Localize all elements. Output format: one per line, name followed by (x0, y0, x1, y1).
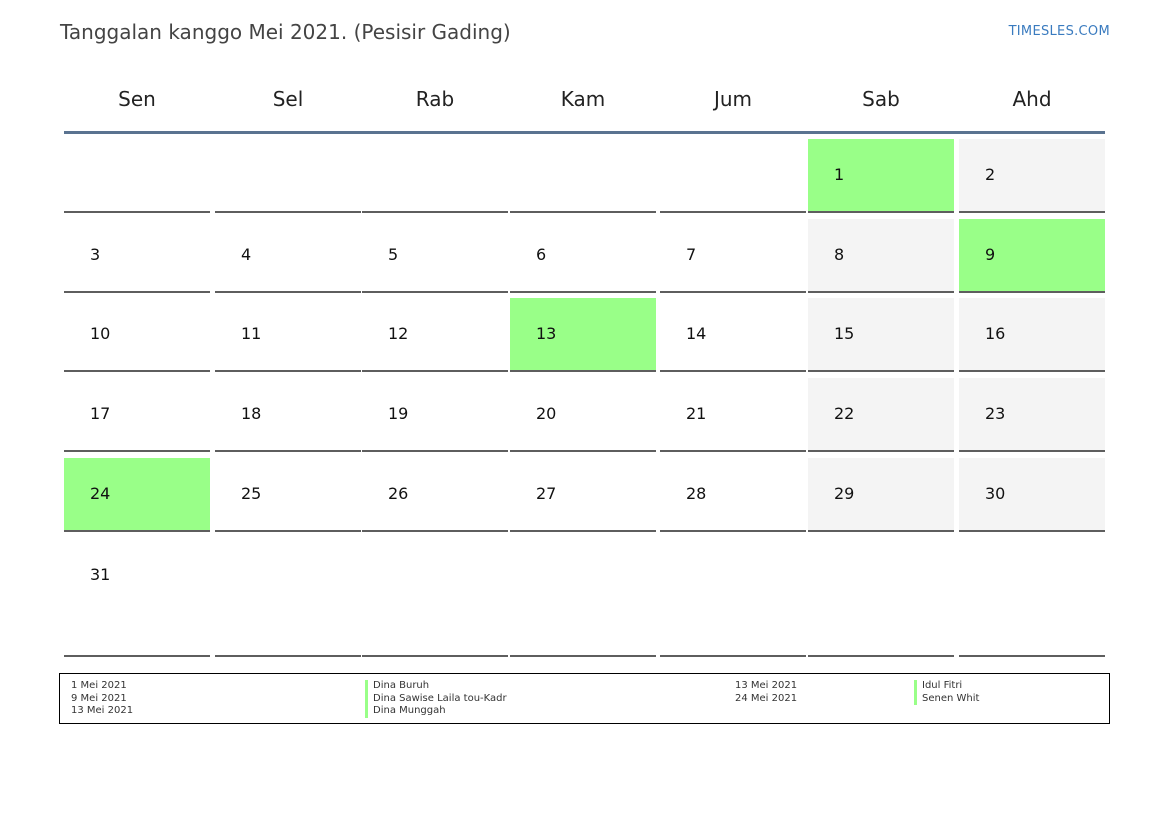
empty-day-cell (215, 538, 361, 657)
day-number: 3 (90, 245, 101, 264)
day-cell[interactable]: 6 (510, 219, 656, 293)
day-cell[interactable]: 12 (362, 298, 508, 372)
empty-day-cell (510, 139, 656, 213)
day-number: 12 (388, 324, 409, 343)
day-cell[interactable]: 24 (64, 458, 210, 532)
day-number: 29 (834, 484, 855, 503)
legend-holiday-name: Senen Whit (914, 692, 979, 705)
empty-day-cell (959, 538, 1105, 657)
day-number: 9 (985, 245, 996, 264)
day-cell[interactable]: 28 (660, 458, 806, 532)
empty-day-cell (64, 139, 210, 213)
day-number: 5 (388, 245, 399, 264)
day-number: 4 (241, 245, 252, 264)
day-number: 26 (388, 484, 409, 503)
weekday-header-jum: Jum (713, 87, 753, 111)
weekday-header-kam: Kam (560, 87, 606, 111)
day-cell[interactable]: 27 (510, 458, 656, 532)
day-number: 23 (985, 404, 1006, 423)
header-divider (64, 131, 1105, 134)
weekday-header-sel: Sel (272, 87, 304, 111)
legend-date: 1 Mei 2021 (71, 680, 127, 691)
day-cell[interactable]: 1 (808, 139, 954, 213)
legend-left-dates: 1 Mei 2021 9 Mei 2021 13 Mei 2021 (71, 680, 133, 718)
legend-holiday-name: Idul Fitri (914, 680, 979, 693)
day-number: 8 (834, 245, 845, 264)
day-cell[interactable]: 10 (64, 298, 210, 372)
day-cell[interactable]: 19 (362, 378, 508, 452)
holiday-legend: 1 Mei 2021 9 Mei 2021 13 Mei 2021 Dina B… (59, 673, 1110, 724)
day-cell[interactable]: 13 (510, 298, 656, 372)
day-cell[interactable]: 25 (215, 458, 361, 532)
day-number: 25 (241, 484, 262, 503)
legend-holiday-name: Dina Buruh (365, 680, 507, 693)
day-cell[interactable]: 16 (959, 298, 1105, 372)
day-cell[interactable]: 29 (808, 458, 954, 532)
day-cell[interactable]: 26 (362, 458, 508, 532)
empty-day-cell (808, 538, 954, 657)
day-cell[interactable]: 17 (64, 378, 210, 452)
day-number: 14 (686, 324, 707, 343)
day-number: 17 (90, 404, 111, 423)
day-cell[interactable]: 9 (959, 219, 1105, 293)
weekday-header-ahd: Ahd (1012, 87, 1052, 111)
legend-right-names: Idul Fitri Senen Whit (914, 680, 979, 705)
day-cell[interactable]: 21 (660, 378, 806, 452)
day-cell[interactable]: 22 (808, 378, 954, 452)
day-number: 7 (686, 245, 697, 264)
day-cell[interactable]: 7 (660, 219, 806, 293)
day-cell[interactable]: 30 (959, 458, 1105, 532)
day-cell[interactable]: 4 (215, 219, 361, 293)
legend-date: 9 Mei 2021 (71, 692, 127, 704)
legend-left-names: Dina Buruh Dina Sawise Laila tou-Kadr Di… (365, 680, 507, 718)
legend-holiday-name: Dina Munggah (365, 705, 507, 718)
day-number: 1 (834, 165, 845, 184)
day-cell[interactable]: 31 (64, 538, 210, 657)
day-cell[interactable]: 11 (215, 298, 361, 372)
day-cell[interactable]: 5 (362, 219, 508, 293)
empty-day-cell (362, 538, 508, 657)
day-number: 27 (536, 484, 557, 503)
brand-link[interactable]: TIMESLES.COM (1008, 24, 1110, 39)
empty-day-cell (660, 139, 806, 213)
weekday-header-rab: Rab (415, 87, 455, 111)
legend-holiday-name: Dina Sawise Laila tou-Kadr (365, 692, 507, 705)
day-cell[interactable]: 23 (959, 378, 1105, 452)
day-cell[interactable]: 14 (660, 298, 806, 372)
day-cell[interactable]: 20 (510, 378, 656, 452)
legend-date: 13 Mei 2021 (71, 705, 134, 716)
legend-date: 13 Mei 2021 (735, 680, 798, 691)
day-number: 31 (90, 565, 111, 584)
day-cell[interactable]: 2 (959, 139, 1105, 213)
day-cell[interactable]: 3 (64, 219, 210, 293)
day-number: 10 (90, 324, 111, 343)
day-number: 15 (834, 324, 855, 343)
day-number: 2 (985, 165, 996, 184)
day-cell[interactable]: 18 (215, 378, 361, 452)
empty-day-cell (510, 538, 656, 657)
day-number: 30 (985, 484, 1006, 503)
empty-day-cell (362, 139, 508, 213)
weekday-header-sen: Sen (118, 87, 156, 111)
page-title: Tanggalan kanggo Mei 2021. (Pesisir Gadi… (60, 20, 511, 44)
day-cell[interactable]: 15 (808, 298, 954, 372)
day-number: 24 (90, 484, 111, 503)
day-number: 20 (536, 404, 557, 423)
day-number: 13 (536, 324, 557, 343)
day-number: 11 (241, 324, 262, 343)
day-number: 22 (834, 404, 855, 423)
weekday-header-sab: Sab (862, 87, 900, 111)
legend-date: 24 Mei 2021 (735, 692, 798, 704)
day-cell[interactable]: 8 (808, 219, 954, 293)
day-number: 16 (985, 324, 1006, 343)
empty-day-cell (660, 538, 806, 657)
day-number: 21 (686, 404, 707, 423)
day-number: 28 (686, 484, 707, 503)
legend-right-dates: 13 Mei 2021 24 Mei 2021 (735, 680, 797, 705)
empty-day-cell (215, 139, 361, 213)
day-number: 19 (388, 404, 409, 423)
day-number: 18 (241, 404, 262, 423)
day-number: 6 (536, 245, 547, 264)
